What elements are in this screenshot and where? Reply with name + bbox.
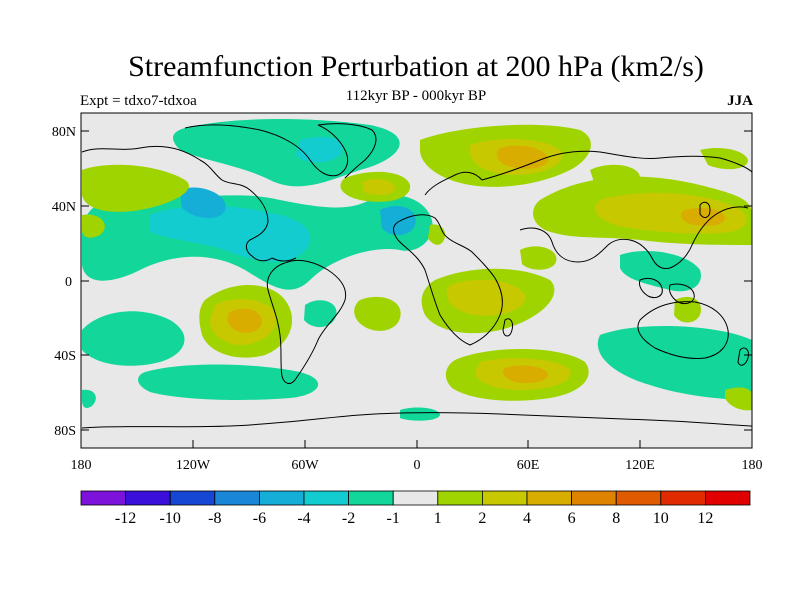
colorbar-swatch (125, 490, 171, 506)
colorbar: -12 -10 -8 -6 -4 -2 -1 1 2 4 6 8 10 12 (80, 490, 751, 527)
south-atlantic-negative-cell (304, 300, 337, 328)
y-label-40s: 40S (54, 349, 76, 364)
colorbar-swatch (80, 490, 126, 506)
colorbar-swatch (705, 490, 751, 506)
colorbar-swatch (348, 490, 394, 506)
x-label-120e: 120E (625, 458, 655, 473)
y-axis-labels: 80N 40N 0 40S 80S (52, 125, 76, 439)
x-label-120w: 120W (176, 458, 211, 473)
colorbar-swatch (615, 490, 662, 506)
colorbar-swatch (392, 490, 439, 506)
colorbar-label: 1 (434, 510, 442, 527)
map-title: Streamfunction Perturbation at 200 hPa (… (128, 50, 704, 83)
colorbar-swatch (303, 490, 349, 506)
new-zealand-coastline (737, 347, 749, 366)
north-pacific-positive-band (82, 164, 189, 238)
southwest-pacific-positive-cell (725, 387, 752, 411)
colorbar-label: 4 (523, 510, 531, 527)
x-label-60e: 60E (517, 458, 540, 473)
map-panel (80, 112, 753, 449)
colorbar-swatch (481, 490, 528, 506)
colorbar-label: -4 (297, 510, 310, 527)
asia-coastline (481, 150, 752, 269)
mideast-positive-cell (520, 246, 557, 270)
colorbar-label: -12 (115, 510, 136, 527)
x-label-180-right: 180 (742, 458, 763, 473)
sw-pacific-negative-cell (82, 389, 96, 408)
colorbar-label: -2 (342, 510, 355, 527)
colorbar-swatch (526, 490, 572, 506)
x-label-0: 0 (414, 458, 421, 473)
colorbar-label: 12 (697, 510, 713, 527)
season-label: JJA (727, 93, 753, 109)
antarctica-coastline (81, 412, 752, 429)
north-pacific-negative-core (180, 187, 226, 219)
colorbar-label: 8 (612, 510, 620, 527)
x-label-180-left: 180 (71, 458, 92, 473)
negative-anomalies (82, 119, 752, 421)
colorbar-label: -10 (160, 510, 181, 527)
y-label-80n: 80N (52, 125, 76, 140)
colorbar-label: -8 (208, 510, 221, 527)
colorbar-swatch (258, 490, 305, 506)
south-indian-positive-peak (503, 365, 548, 384)
colorbar-label: 2 (478, 510, 486, 527)
y-label-0: 0 (65, 275, 72, 290)
europe-africa-coastline (393, 171, 503, 346)
experiment-label: Expt = tdxo7-tdxoa (80, 93, 197, 109)
greenland-coastline (317, 123, 377, 179)
africa-positive-core (446, 279, 526, 316)
southern-ocean-negative-west (138, 364, 319, 400)
colorbar-label: -1 (387, 510, 400, 527)
atlantic-negative-core (380, 205, 416, 236)
x-axis-labels: 180 120W 60W 0 60E 120E 180 (71, 458, 763, 473)
americas-negative-core (150, 205, 311, 262)
axis-ticks (81, 130, 752, 448)
south-america-coastline (266, 259, 347, 384)
map-subtitle: 112kyr BP - 000kyr BP (345, 88, 487, 104)
coastlines (81, 123, 752, 429)
positive-anomalies (82, 124, 752, 411)
australia-coastline (637, 301, 729, 359)
atlantic-positive-region (354, 296, 401, 331)
north-america-coastline (81, 124, 349, 262)
siberia-positive-peak (496, 145, 549, 169)
north-indian-positive-cell (428, 224, 446, 245)
japan-coastline (699, 201, 711, 218)
y-label-80s: 80S (54, 424, 76, 439)
south-pacific-negative-region (82, 311, 185, 366)
x-label-60w: 60W (291, 458, 319, 473)
antarctic-negative-cell (400, 407, 440, 421)
colorbar-swatch (437, 490, 483, 506)
arctic-east-positive-cell (590, 164, 640, 190)
siberia-east-positive-cell (700, 148, 748, 170)
colorbar-swatch (169, 490, 216, 506)
arctic-negative-region (173, 119, 400, 187)
colorbar-label: 10 (653, 510, 669, 527)
north-atlantic-positive-core (362, 179, 395, 196)
anomaly-fields (81, 119, 752, 429)
madagascar-coastline (502, 318, 513, 337)
colorbar-swatch (571, 490, 617, 506)
colorbar-swatch (660, 490, 706, 506)
indian-ocean-negative-region (597, 325, 752, 400)
colorbar-label: 6 (568, 510, 576, 527)
y-label-40n: 40N (52, 200, 76, 215)
south-pacific-positive-peak (227, 308, 262, 333)
colorbar-label: -6 (253, 510, 266, 527)
colorbar-swatch (214, 490, 260, 506)
australia-positive-cell (674, 296, 701, 323)
maritime-continent-coastline (639, 277, 695, 305)
